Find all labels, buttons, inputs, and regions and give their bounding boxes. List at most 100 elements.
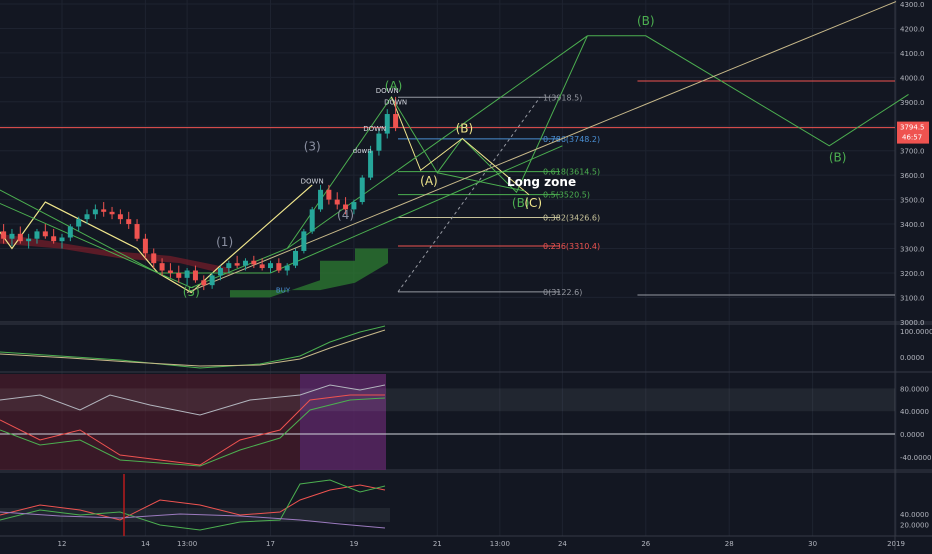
wave-label: (A) (420, 174, 438, 188)
candle-body (242, 260, 248, 266)
time-tick-label: 13:00 (177, 540, 197, 548)
cloud-band-green (230, 248, 388, 298)
candle-body (384, 114, 390, 134)
dmi-line-red (0, 484, 386, 521)
candle-body (167, 270, 173, 273)
candle-body (151, 253, 157, 264)
last-price-label: 3794.5 (900, 124, 925, 132)
time-tick-label: 21 (433, 540, 442, 548)
wave-label: (4) (337, 208, 354, 222)
horizontal-lines[interactable] (0, 80, 895, 296)
signal-label: DOWN (363, 125, 386, 133)
macd-tick-label: 0.0000 (900, 354, 925, 362)
fib-level-label: 0.382(3426.6) (543, 214, 600, 223)
wave-line-green-projection[interactable] (587, 35, 909, 147)
trend-channel-lower[interactable] (0, 145, 563, 274)
candle-body (217, 268, 223, 276)
oscillator-tick-label: 80.0000 (900, 385, 929, 393)
fib-level-label: 1(3918.5) (543, 93, 582, 102)
wave-line-yellow-correction[interactable] (390, 96, 530, 196)
candle-body (192, 270, 198, 281)
candle-body (318, 189, 324, 210)
candle-body (51, 236, 57, 242)
time-tick-label: 13:00 (490, 540, 510, 548)
time-tick-label: 14 (141, 540, 150, 548)
candle-body (101, 209, 107, 212)
candle-body (134, 224, 140, 239)
time-tick-label: 28 (725, 540, 734, 548)
wave-label: (B) (637, 14, 655, 28)
trend-channel-upper[interactable] (286, 35, 588, 249)
price-tick-label: 3900.0 (900, 99, 925, 107)
candle-body (26, 238, 32, 242)
time-tick-label: 17 (266, 540, 275, 548)
price-tick-label: 4000.0 (900, 74, 925, 82)
price-tick-label: 3100.0 (900, 294, 925, 302)
price-tick-label: 4100.0 (900, 50, 925, 58)
candle-body (276, 263, 282, 271)
candle-body (326, 189, 332, 200)
macd-signal-line (0, 329, 386, 367)
candlestick-series (1, 96, 399, 291)
fibonacci-retracement[interactable]: 1(3918.5) 0.786(3748.2) 0.618(3614.5) 0.5(3… (397, 93, 600, 297)
price-axis[interactable]: 3000.0 3100.0 3200.0 3300.0 3400.0 3500.0 3600… (897, 1, 929, 327)
wave-line-green[interactable] (0, 35, 588, 289)
candle-body (268, 263, 273, 269)
candle-body (359, 177, 365, 203)
wave-line-yellow[interactable] (0, 184, 313, 294)
oscillator-tick-label: 40.0000 (900, 408, 929, 416)
signal-label: DOWN (301, 178, 324, 186)
candle-body (184, 270, 190, 278)
time-tick-label: 19 (349, 540, 358, 548)
oscillator-line-red (0, 394, 385, 466)
time-tick-label: 2019 (887, 540, 905, 548)
macd-line (0, 325, 386, 369)
fib-trend-line[interactable] (397, 96, 541, 293)
oscillator-tick-label: -40.0000 (900, 454, 931, 462)
candle-body (9, 233, 15, 239)
fib-level-label: 0.236(3310.4) (543, 242, 600, 251)
candle-body (84, 214, 90, 220)
time-tick-label: 30 (808, 540, 817, 548)
wave-label: (B) (456, 121, 474, 135)
candle-body (209, 275, 215, 286)
price-tick-label: 3600.0 (900, 172, 925, 180)
candle-body (368, 150, 374, 178)
signal-label: down (353, 147, 372, 155)
macd-tick-label: 100.0000 (900, 328, 932, 336)
fib-level-label: 0(3122.6) (543, 288, 582, 297)
wave-line-green-lower[interactable] (437, 172, 525, 192)
fib-level-label: 0.618(3614.5) (543, 168, 600, 177)
candle-body (284, 265, 290, 271)
oscillator-line-grey (0, 384, 386, 416)
candle-body (226, 263, 232, 269)
candle-body (234, 263, 240, 266)
price-tick-label: 3200.0 (900, 270, 925, 278)
oscillator-line-green (0, 397, 386, 467)
candle-body (17, 233, 23, 242)
signal-label: BUY (276, 287, 291, 295)
time-tick-label: 12 (58, 540, 67, 548)
price-tick-label: 3700.0 (900, 148, 925, 156)
candle-body (59, 237, 65, 242)
last-price-badge[interactable] (897, 121, 929, 144)
candle-body (76, 219, 82, 227)
candle-body (259, 264, 265, 269)
candle-body (159, 263, 165, 271)
candle-body (109, 211, 115, 215)
candle-body (251, 260, 257, 265)
candle-body (92, 209, 98, 215)
wave-labels: (3)(5)(1)(3)(4)(A)(A)(B)(B)(C)(B)(B)Long… (183, 14, 847, 299)
price-tick-label: 3000.0 (900, 319, 925, 327)
candle-body (142, 238, 148, 254)
wave-label: (3) (304, 140, 321, 154)
long-zone-label: Long zone (507, 175, 576, 189)
time-axis[interactable]: 12 14 13:00 17 19 21 13:00 24 26 28 30 2019 (58, 540, 905, 548)
wave-label: (B) (829, 151, 847, 165)
dmi-tick-label: 40.0000 (900, 511, 929, 519)
indicator-panes: 100.0000 0.0000 80.0000 40.0000 0.0000 -40.00… (0, 325, 932, 536)
dmi-line-green (0, 479, 386, 531)
price-tick-label: 4200.0 (900, 25, 925, 33)
